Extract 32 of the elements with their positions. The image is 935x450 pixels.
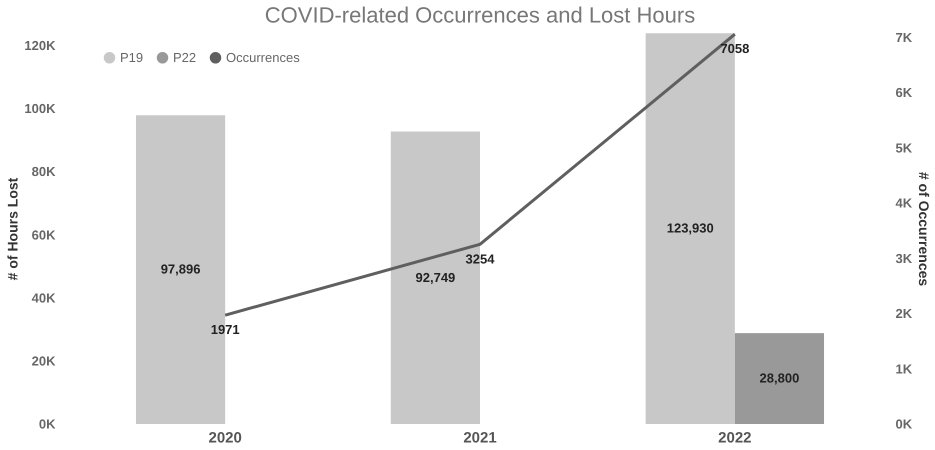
y2-tick-label: 2K — [896, 306, 913, 322]
y-tick-label: 60K — [32, 227, 56, 242]
legend-label: P19 — [120, 50, 144, 65]
y-tick-label: 100K — [24, 101, 56, 116]
y2-tick-label: 1K — [896, 361, 913, 376]
y2-tick-label: 6K — [896, 85, 913, 100]
bar — [734, 333, 824, 424]
y2-tick-label: 5K — [896, 140, 913, 156]
data-label: 123,930 — [666, 220, 714, 236]
x-tick-label: 2020 — [208, 430, 242, 446]
y-axis-title: # of Hours Lost — [4, 177, 20, 280]
y2-tick-label: 3K — [896, 250, 913, 266]
data-label: 28,800 — [760, 370, 800, 386]
y-tick-label: 0K — [38, 416, 56, 432]
x-tick-label: 2021 — [463, 430, 497, 446]
y2-tick-label: 7K — [896, 30, 913, 45]
data-label: 92,749 — [416, 270, 456, 285]
y-tick-label: 120K — [24, 38, 56, 54]
data-label: 97,896 — [160, 262, 200, 277]
data-label: 1971 — [210, 322, 240, 338]
legend-label: P22 — [173, 50, 196, 65]
x-tick-label: 2022 — [718, 430, 752, 446]
data-label: 3254 — [466, 251, 496, 266]
legend-label: Occurrences — [226, 50, 300, 65]
y2-axis-title: # of Occurrences — [916, 172, 932, 286]
y-tick-label: 40K — [32, 290, 56, 306]
y2-tick-label: 0K — [896, 416, 913, 432]
y2-tick-label: 4K — [896, 196, 913, 211]
y-tick-label: 80K — [32, 164, 56, 180]
chart-title: COVID-related Occurrences and Lost Hours — [264, 2, 696, 28]
y-tick-label: 20K — [32, 353, 56, 368]
data-label: 7058 — [720, 41, 750, 56]
